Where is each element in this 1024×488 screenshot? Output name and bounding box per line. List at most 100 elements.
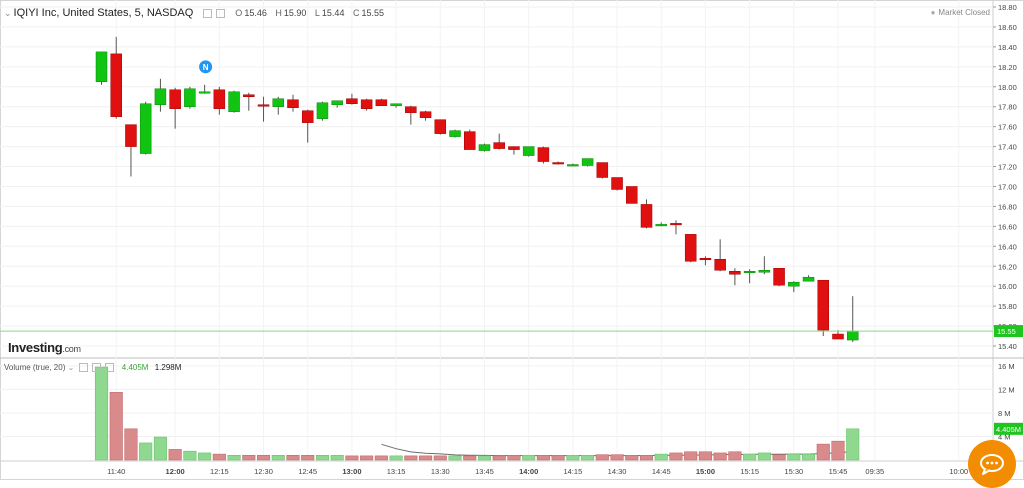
volume-bar[interactable] xyxy=(551,454,565,461)
volume-bar[interactable] xyxy=(772,454,786,461)
volume-bar[interactable] xyxy=(669,452,683,461)
candle[interactable] xyxy=(846,296,859,343)
candle[interactable] xyxy=(360,98,373,111)
volume-bar[interactable] xyxy=(94,366,109,461)
volume-bar[interactable] xyxy=(831,440,845,461)
volume-bar[interactable] xyxy=(404,455,418,461)
volume-bar[interactable] xyxy=(610,454,624,461)
chat-button[interactable] xyxy=(968,440,1016,488)
volume-bar[interactable] xyxy=(374,455,388,461)
volume-bar[interactable] xyxy=(419,455,433,461)
candle[interactable] xyxy=(95,51,108,85)
volume-bar[interactable] xyxy=(639,454,654,461)
candle[interactable] xyxy=(213,86,226,115)
volume-bar[interactable] xyxy=(360,455,374,461)
volume-bar[interactable] xyxy=(286,454,300,461)
volume-bar[interactable] xyxy=(448,455,462,461)
candle[interactable] xyxy=(110,36,122,119)
volume-bar[interactable] xyxy=(743,453,757,461)
price-panel[interactable]: N xyxy=(0,36,993,343)
volume-bar[interactable] xyxy=(345,455,359,461)
candle[interactable] xyxy=(522,146,535,157)
candle[interactable] xyxy=(684,234,697,263)
candle[interactable] xyxy=(346,93,358,105)
volume-bar[interactable] xyxy=(846,428,860,461)
candle[interactable] xyxy=(714,239,726,272)
volume-bar[interactable] xyxy=(124,428,138,461)
candle[interactable] xyxy=(611,177,623,191)
candle[interactable] xyxy=(758,256,771,275)
volume-bar[interactable] xyxy=(728,451,742,461)
volume-bar[interactable] xyxy=(227,454,241,461)
candle[interactable] xyxy=(552,161,564,165)
volume-bar[interactable] xyxy=(109,392,123,461)
candle[interactable] xyxy=(198,84,211,94)
volume-bar[interactable] xyxy=(522,454,536,461)
candle[interactable] xyxy=(434,119,447,135)
candle[interactable] xyxy=(301,109,314,143)
volume-bar[interactable] xyxy=(139,442,153,461)
volume-panel[interactable] xyxy=(94,366,860,461)
candle[interactable] xyxy=(773,267,785,287)
volume-bar[interactable] xyxy=(787,453,801,461)
candle[interactable] xyxy=(817,279,830,337)
candle[interactable] xyxy=(729,268,741,286)
candle[interactable] xyxy=(375,98,388,106)
volume-bar[interactable] xyxy=(168,449,182,461)
volume-bar[interactable] xyxy=(507,454,521,461)
volume-bar[interactable] xyxy=(713,452,727,461)
candle[interactable] xyxy=(331,100,343,108)
candle[interactable] xyxy=(493,133,505,150)
volume-bar[interactable] xyxy=(256,454,271,461)
candle[interactable] xyxy=(699,256,712,266)
volume-bar[interactable] xyxy=(463,455,477,461)
candle[interactable] xyxy=(464,129,476,150)
candle[interactable] xyxy=(287,94,299,112)
candle[interactable] xyxy=(154,78,167,112)
time-axis[interactable]: 11:40 12:00 12:15 12:30 12:45 13:00 13:15 13:30… xyxy=(107,467,968,476)
volume-bar[interactable] xyxy=(477,455,492,461)
candle[interactable] xyxy=(478,143,491,152)
candle[interactable] xyxy=(419,110,432,121)
candle[interactable] xyxy=(184,86,196,109)
candle[interactable] xyxy=(139,101,152,155)
candle[interactable] xyxy=(272,96,285,115)
candle[interactable] xyxy=(449,129,461,138)
candle[interactable] xyxy=(316,101,329,121)
candle[interactable] xyxy=(257,96,270,122)
candle[interactable] xyxy=(640,199,653,229)
candle[interactable] xyxy=(125,124,137,177)
volume-bar[interactable] xyxy=(816,443,830,461)
candle[interactable] xyxy=(537,146,550,164)
volume-bar[interactable] xyxy=(757,452,771,461)
candle[interactable] xyxy=(581,158,594,167)
candle[interactable] xyxy=(169,87,181,129)
volume-bar[interactable] xyxy=(801,453,816,461)
volume-bar[interactable] xyxy=(301,454,315,461)
volume-bar[interactable] xyxy=(153,436,167,461)
price-axis[interactable]: 18.80 18.60 18.40 18.20 18.00 17.80 17.60 17.40… xyxy=(993,3,1023,351)
candle[interactable] xyxy=(405,105,417,125)
candle[interactable] xyxy=(243,92,255,111)
candle[interactable] xyxy=(508,146,520,155)
volume-bar[interactable] xyxy=(566,454,580,461)
volume-bar[interactable] xyxy=(183,450,197,461)
candle[interactable] xyxy=(670,220,682,235)
volume-bar[interactable] xyxy=(389,455,403,461)
candle[interactable] xyxy=(228,90,240,113)
volume-bar[interactable] xyxy=(684,451,698,461)
volume-bar[interactable] xyxy=(536,454,550,461)
volume-bar[interactable] xyxy=(271,454,285,461)
volume-bar[interactable] xyxy=(433,455,447,461)
volume-bar[interactable] xyxy=(698,451,712,461)
candle[interactable] xyxy=(390,103,402,108)
volume-bar[interactable] xyxy=(315,454,330,461)
volume-bar[interactable] xyxy=(625,454,639,461)
volume-bar[interactable] xyxy=(242,454,256,461)
news-marker[interactable] xyxy=(199,60,213,74)
candle[interactable] xyxy=(567,163,579,167)
volume-bar[interactable] xyxy=(581,454,595,461)
volume-bar[interactable] xyxy=(330,454,344,461)
volume-bar[interactable] xyxy=(654,453,668,461)
